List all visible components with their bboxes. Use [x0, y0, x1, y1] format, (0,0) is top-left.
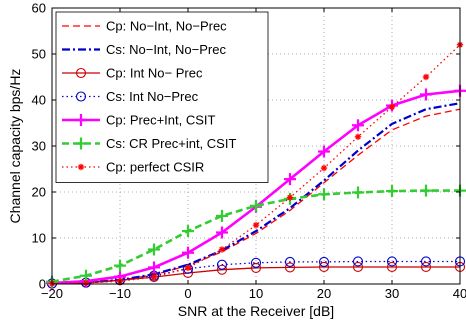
legend-label-1: Cp: No−Int, No−Prec: [106, 19, 227, 34]
series-3-marker: [352, 261, 364, 273]
series-7-marker-d: [151, 274, 157, 280]
x-tick-label: 0: [184, 286, 191, 301]
legend-marker-4: [75, 91, 87, 102]
series-7-marker: [218, 246, 226, 253]
series-5-marker: [182, 246, 194, 259]
x-axis-label: SNR at the Receiver [dB]: [178, 303, 334, 319]
series-7-marker: [150, 273, 158, 281]
legend-marker-3: [75, 67, 87, 79]
legend-entry-1: Cp: No−Int, No−Prec: [62, 19, 227, 34]
series-3-marker: [250, 262, 262, 273]
series-3-marker: [386, 261, 398, 273]
series-7-marker: [354, 133, 362, 140]
ticks: −20 −10 0 10 20 30 40 0 10 20 30 40 50 60: [32, 1, 466, 302]
y-tick-label: 0: [39, 277, 46, 292]
legend-marker-7: [77, 163, 85, 171]
legend-marker-7-d: [78, 164, 84, 170]
series-7-marker: [82, 279, 90, 287]
series-7-marker: [388, 103, 396, 111]
x-tick-label: −20: [41, 286, 63, 301]
series-7-marker: [422, 73, 430, 81]
legend: Cp: No−Int, No−Prec Cs: No−Int, No−Prec Cp…: [55, 11, 269, 183]
series-5-marker: [216, 226, 228, 239]
series-3-marker: [284, 262, 296, 273]
legend-box: [55, 11, 269, 183]
y-axis-label: Channel capacity bps/Hz: [7, 69, 23, 224]
series-7-marker: [286, 194, 294, 201]
legend-entry-4: Cs: Int No−Prec: [62, 89, 199, 104]
series-7-marker-d: [423, 74, 429, 80]
series-5-marker: [284, 173, 296, 186]
series-4-marker: [386, 256, 398, 267]
series-3-marker: [420, 261, 432, 273]
y-tick-label: 30: [32, 139, 46, 154]
series-7-marker: [320, 164, 328, 172]
series-7-marker-d: [253, 222, 259, 228]
legend-label-6: Cs: CR Prec+int, CSIT: [106, 136, 236, 151]
series-6-marker: [420, 184, 432, 197]
series-7-marker-d: [389, 104, 395, 110]
legend-entry-7: Cp: perfect CSIR: [62, 160, 204, 175]
y-tick-label: 20: [32, 185, 46, 200]
series-4-marker: [216, 259, 228, 270]
x-tick-label: 20: [317, 286, 331, 301]
series-6-marker: [80, 269, 92, 282]
series-3-marker: [318, 261, 330, 273]
y-tick-label: 40: [32, 93, 46, 108]
legend-label-4: Cs: Int No−Prec: [106, 89, 199, 104]
legend-entry-3: Cp: Int No− Prec: [62, 66, 203, 81]
series-7-marker: [184, 264, 192, 272]
series-7-marker-d: [219, 246, 225, 253]
y-tick-label: 60: [32, 1, 46, 16]
series-5-marker: [352, 119, 364, 132]
series-6-marker: [216, 209, 228, 222]
series-4-marker: [250, 257, 262, 268]
series-7-marker-d: [185, 265, 191, 271]
legend-entry-5: Cp: Prec+Int, CSIT: [62, 113, 216, 128]
series-6-marker: [386, 185, 398, 198]
series-7-marker-d: [321, 165, 327, 171]
series-7-marker-d: [287, 194, 293, 201]
series-6-marker: [182, 225, 194, 238]
series-5-marker: [148, 261, 160, 274]
series-4-marker: [318, 256, 330, 267]
series-4-marker: [182, 263, 194, 274]
series-7-marker-d: [83, 280, 89, 286]
y-tick-label: 10: [32, 231, 46, 246]
legend-marker-6: [75, 137, 87, 150]
legend-label-2: Cs: No−Int, No−Prec: [106, 42, 226, 57]
series-6-marker: [250, 199, 262, 212]
series-6-marker: [318, 188, 330, 201]
y-tick-label: 50: [32, 47, 46, 62]
series-6-marker: [114, 259, 126, 272]
legend-label-3: Cp: Int No− Prec: [106, 66, 203, 81]
series-4-marker: [352, 256, 364, 267]
x-tick-label: 40: [453, 286, 466, 301]
legend-marker-5: [75, 114, 87, 126]
legend-entry-2: Cs: No−Int, No−Prec: [62, 42, 226, 57]
legend-label-7: Cp: perfect CSIR: [106, 160, 204, 175]
series-5-marker: [318, 145, 330, 158]
series-4-marker: [284, 256, 296, 267]
series-7-marker-d: [355, 134, 361, 140]
legend-label-5: Cp: Prec+Int, CSIT: [106, 113, 216, 128]
legend-entry-6: Cs: CR Prec+int, CSIT: [62, 136, 236, 151]
x-tick-label: 30: [385, 286, 399, 301]
series-4-marker: [420, 256, 432, 267]
x-tick-label: 10: [249, 286, 263, 301]
series-7-marker: [252, 221, 260, 229]
series-6-marker: [352, 186, 364, 199]
x-tick-label: −10: [109, 286, 131, 301]
series-6-marker: [148, 243, 160, 256]
series-5-marker: [420, 88, 432, 101]
